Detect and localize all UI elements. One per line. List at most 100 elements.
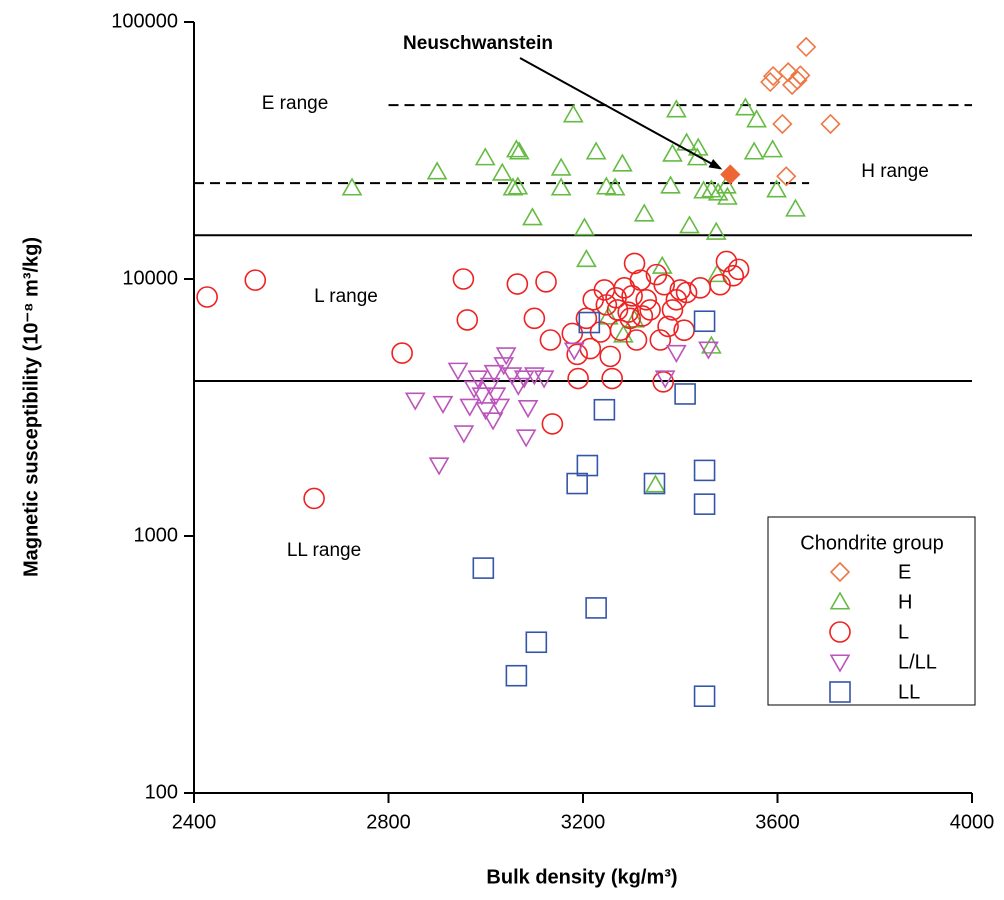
series-e <box>760 36 841 187</box>
x-tick-label: 4000 <box>950 811 995 833</box>
point <box>303 487 325 510</box>
x-tick-label: 3200 <box>561 811 606 833</box>
point <box>593 398 616 421</box>
legend-marker <box>829 621 851 643</box>
point <box>535 271 557 293</box>
point <box>495 347 517 366</box>
point <box>471 387 493 406</box>
point <box>686 147 708 166</box>
point <box>657 315 679 338</box>
point <box>483 364 505 384</box>
legend-label: L/LL <box>898 651 937 673</box>
point <box>781 74 803 96</box>
point <box>541 413 564 435</box>
point <box>507 377 529 396</box>
point <box>785 198 806 217</box>
point <box>722 264 745 287</box>
point <box>533 370 555 389</box>
point <box>654 370 676 389</box>
point <box>698 341 719 360</box>
legend-label: LL <box>898 681 920 703</box>
point <box>720 164 741 185</box>
range-label: H range <box>861 161 929 182</box>
point <box>776 166 797 187</box>
point <box>502 177 524 196</box>
series-h <box>341 97 806 493</box>
legend-marker <box>829 681 851 703</box>
point <box>426 161 448 180</box>
point <box>820 113 841 135</box>
point <box>679 215 700 234</box>
annotation-label: Neuschwanstein <box>403 33 553 54</box>
point <box>563 342 585 361</box>
series-l-ll <box>404 341 719 476</box>
point <box>517 400 539 419</box>
y-tick-label: 10000 <box>122 267 178 289</box>
point <box>606 299 629 321</box>
point <box>612 153 633 172</box>
y-tick-label: 100000 <box>111 10 178 32</box>
point <box>523 307 546 330</box>
point <box>623 252 646 275</box>
point <box>743 141 765 160</box>
legend: Chondrite group EHL L/LL LL <box>767 516 976 706</box>
point <box>566 343 588 366</box>
point <box>428 457 450 476</box>
point <box>662 143 683 162</box>
x-tick-label: 3600 <box>755 811 800 833</box>
point <box>432 395 454 415</box>
point <box>482 412 504 431</box>
point <box>391 342 413 364</box>
point <box>693 310 716 333</box>
legend-box <box>767 516 976 706</box>
point <box>593 279 616 301</box>
point <box>513 370 535 389</box>
point <box>643 472 666 495</box>
point <box>706 264 728 283</box>
point <box>707 182 729 201</box>
series-l <box>196 250 750 510</box>
range-label: LL range <box>287 540 361 561</box>
point <box>404 392 426 411</box>
point <box>687 137 709 156</box>
point <box>665 344 687 364</box>
point <box>619 307 641 330</box>
x-tick-label: 2400 <box>172 811 217 833</box>
point <box>735 97 756 116</box>
point <box>629 269 652 291</box>
legend-label: L <box>898 621 909 643</box>
y-tick-label: 100 <box>145 781 178 803</box>
point <box>585 141 607 160</box>
point <box>539 329 562 351</box>
point <box>550 157 572 176</box>
point <box>341 177 363 196</box>
point <box>244 269 267 291</box>
point <box>717 186 738 205</box>
point <box>456 309 479 331</box>
point <box>576 248 597 268</box>
point <box>649 329 672 351</box>
point <box>693 493 716 515</box>
point <box>567 367 589 390</box>
point <box>474 147 496 166</box>
point <box>575 307 598 330</box>
point <box>693 459 716 482</box>
point <box>635 288 658 311</box>
legend-label: E <box>898 561 911 583</box>
legend-marker <box>829 591 851 610</box>
point <box>574 217 595 236</box>
point <box>772 113 793 135</box>
range-label: L range <box>314 286 378 307</box>
point <box>633 203 655 222</box>
point <box>475 402 497 421</box>
legend-marker <box>829 561 851 583</box>
point <box>796 36 817 58</box>
legend-title: Chondrite group <box>800 532 943 554</box>
point <box>491 162 513 181</box>
point <box>645 474 666 493</box>
point <box>522 207 543 226</box>
point <box>705 221 727 240</box>
point <box>447 362 469 381</box>
point <box>631 305 654 327</box>
